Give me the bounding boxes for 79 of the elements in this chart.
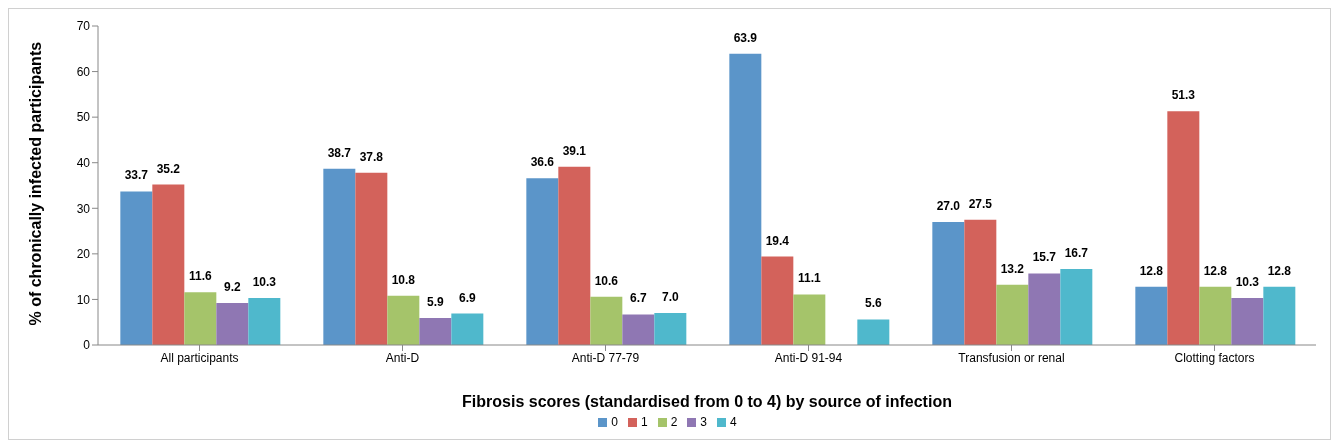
data-label: 16.7 [1064, 245, 1089, 260]
data-label: 19.4 [765, 233, 790, 248]
data-label: 33.7 [124, 168, 149, 183]
data-label: 10.6 [594, 273, 619, 288]
x-axis-title: Fibrosis scores (standardised from 0 to 4) by source of infection [462, 393, 952, 410]
legend-label: 0 [611, 415, 618, 429]
bar [419, 318, 452, 345]
bar [248, 298, 281, 345]
bar [1060, 268, 1093, 345]
data-label: 63.9 [733, 30, 758, 45]
y-tick-label: 70 [76, 19, 91, 34]
data-label: 5.6 [864, 296, 882, 311]
data-label: 6.7 [629, 291, 647, 306]
data-label: 7.0 [661, 290, 679, 305]
y-tick-label: 0 [83, 338, 91, 353]
bar [761, 256, 794, 345]
x-tick-label: All participants [160, 350, 239, 365]
bar [1167, 111, 1200, 345]
bar [857, 319, 890, 345]
x-tick-label: Clotting factors [1174, 350, 1255, 365]
y-tick-label: 30 [76, 201, 91, 216]
data-label: 10.8 [391, 272, 416, 287]
data-label: 5.9 [426, 295, 444, 310]
data-label: 11.6 [188, 269, 212, 284]
data-label: 9.2 [223, 280, 241, 295]
bar [932, 221, 965, 345]
legend-label: 1 [640, 415, 648, 429]
bar [1135, 286, 1168, 345]
x-tick-label: Anti-D 77-79 [571, 350, 640, 365]
data-label: 37.8 [359, 149, 384, 164]
bar [216, 303, 249, 345]
bar [355, 172, 388, 345]
legend-label: 2 [670, 415, 678, 429]
bar [526, 178, 559, 345]
y-tick-label: 10 [76, 292, 91, 307]
bar [387, 295, 420, 345]
data-label: 12.8 [1267, 263, 1292, 278]
y-axis-title: % of chronically infected participants [26, 41, 44, 326]
bar [793, 294, 826, 345]
legend-label: 4 [730, 415, 737, 429]
data-label: 11.1 [797, 271, 821, 286]
y-tick-label: 50 [76, 110, 91, 125]
data-label: 38.7 [327, 145, 352, 160]
bar [964, 219, 997, 345]
x-tick-label: Anti-D 91-94 [774, 350, 843, 365]
data-label: 12.8 [1203, 263, 1228, 278]
data-label: 36.6 [530, 155, 555, 170]
data-label: 6.9 [458, 290, 476, 305]
y-tick-label: 60 [76, 64, 91, 79]
data-label: 10.3 [252, 275, 277, 290]
bar [729, 53, 762, 345]
data-label: 39.1 [562, 143, 587, 158]
data-label: 27.5 [968, 196, 993, 211]
y-tick-label: 20 [76, 247, 91, 262]
bar [1199, 286, 1232, 345]
data-label: 51.3 [1171, 88, 1196, 103]
bar [451, 313, 484, 345]
data-label: 12.8 [1139, 263, 1164, 278]
bar [184, 292, 217, 345]
bar [996, 284, 1029, 345]
data-label: 27.0 [936, 198, 961, 213]
bar [558, 166, 591, 345]
data-label: 35.2 [156, 161, 181, 176]
bar [120, 191, 153, 345]
bar [152, 184, 185, 345]
bar [323, 168, 356, 345]
data-label: 15.7 [1032, 250, 1057, 265]
bar [622, 314, 655, 345]
data-label: 10.3 [1235, 275, 1260, 290]
legend-label: 3 [700, 415, 708, 429]
x-tick-label: Transfusion or renal [958, 350, 1065, 365]
y-tick-label: 40 [76, 155, 91, 170]
bar [1263, 286, 1296, 345]
bar [1028, 273, 1061, 345]
bar [654, 313, 687, 345]
data-label: 13.2 [1000, 261, 1025, 276]
bar [1231, 298, 1264, 345]
x-tick-label: Anti-D [385, 350, 420, 365]
bar [590, 296, 623, 345]
